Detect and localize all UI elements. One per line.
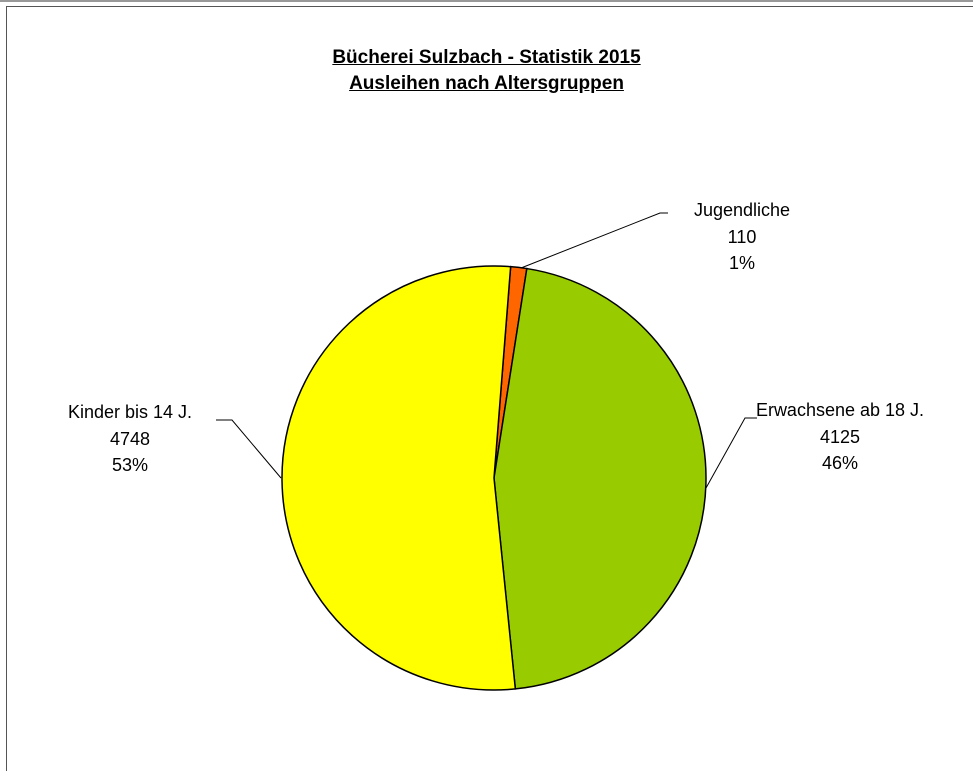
data-label: Kinder bis 14 J. 4748 53%: [40, 399, 220, 479]
data-label: Jugendliche 110 1%: [662, 197, 822, 277]
chart-frame: [6, 6, 973, 771]
chart-subtitle: Ausleihen nach Altersgruppen: [349, 73, 624, 94]
label-category: Jugendliche: [693, 200, 791, 220]
chart-title: Bücherei Sulzbach - Statistik 2015: [332, 47, 641, 68]
label-value: 110: [727, 226, 757, 247]
label-category: Kinder bis 14 J.: [67, 402, 193, 422]
leader-line: [216, 419, 282, 479]
leader-line: [520, 212, 668, 269]
label-category: Erwachsene ab 18 J.: [755, 400, 925, 420]
label-percent: 53%: [111, 455, 149, 475]
label-percent: 46%: [821, 453, 859, 473]
label-percent: 1%: [728, 253, 755, 273]
pie-slice: [281, 265, 517, 691]
pie-slice: [493, 267, 707, 690]
data-label: Erwachsene ab 18 J. 4125 46%: [755, 397, 925, 477]
label-value: 4125: [819, 426, 861, 447]
pie: [281, 265, 707, 691]
label-value: 4748: [109, 428, 151, 449]
leader-line: [705, 417, 757, 489]
